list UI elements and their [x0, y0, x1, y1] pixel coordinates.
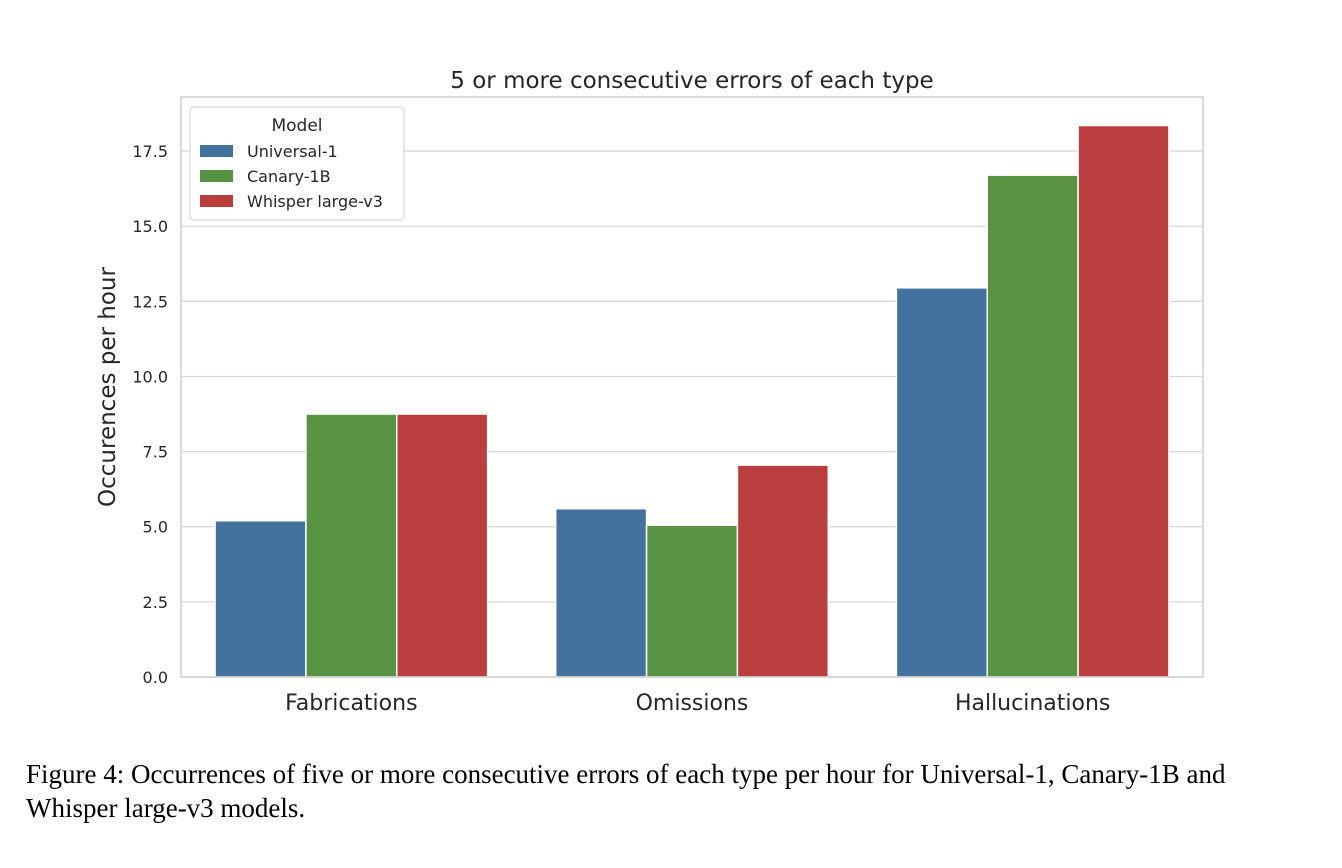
- y-tick-label: 2.5: [143, 593, 168, 612]
- legend: Model Universal-1 Canary-1B Whisper large-…: [189, 106, 405, 221]
- legend-items: Universal-1 Canary-1B Whisper large-v3: [200, 142, 383, 211]
- bars: [214, 124, 1170, 678]
- y-tick-label: 10.0: [132, 367, 168, 386]
- bar-universal-1-fabrications: [214, 519, 307, 678]
- y-tick-label: 5.0: [143, 518, 168, 537]
- y-tick-label: 12.5: [132, 292, 168, 311]
- chart-title: 5 or more consecutive errors of each typ…: [450, 68, 933, 94]
- y-tick-label: 15.0: [132, 217, 168, 236]
- legend-swatch: [200, 170, 233, 182]
- y-tick-labels: 0.0 2.5 5.0 7.5 10.0 12.5 15.0 17.5: [132, 142, 168, 687]
- bar-canary-1b-omissions: [645, 524, 739, 678]
- legend-swatch: [200, 195, 233, 207]
- legend-title: Model: [271, 116, 322, 136]
- y-tick-label: 7.5: [143, 443, 168, 462]
- y-axis-label: Occurences per hour: [95, 266, 121, 506]
- y-tick-label: 17.5: [132, 142, 168, 161]
- x-tick-label: Hallucinations: [955, 691, 1110, 716]
- legend-label: Universal-1: [247, 142, 338, 161]
- bar-universal-1-hallucinations: [895, 287, 988, 678]
- bar-canary-1b-hallucinations: [986, 174, 1079, 678]
- x-tick-label: Omissions: [636, 691, 749, 716]
- bar-whisper-large-v3-hallucinations: [1077, 124, 1170, 678]
- bar-universal-1-omissions: [554, 507, 648, 678]
- bar-whisper-large-v3-fabrications: [396, 413, 489, 678]
- y-tick-label: 0.0: [143, 668, 168, 687]
- legend-label: Canary-1B: [247, 167, 331, 186]
- legend-swatch: [200, 145, 233, 157]
- bar-canary-1b-fabrications: [305, 413, 398, 678]
- x-tick-label: Fabrications: [285, 691, 417, 716]
- x-tick-labels: Fabrications Omissions Hallucinations: [285, 691, 1110, 716]
- bar-chart: 0.0 2.5 5.0 7.5 10.0 12.5 15.0 17.5 Fabrication…: [95, 68, 1204, 716]
- figure-caption: Figure 4: Occurrences of five or more co…: [26, 759, 1226, 823]
- legend-box: [189, 106, 405, 221]
- plot-frame: [180, 96, 1204, 678]
- bar-whisper-large-v3-omissions: [736, 464, 830, 678]
- legend-label: Whisper large-v3: [247, 192, 383, 211]
